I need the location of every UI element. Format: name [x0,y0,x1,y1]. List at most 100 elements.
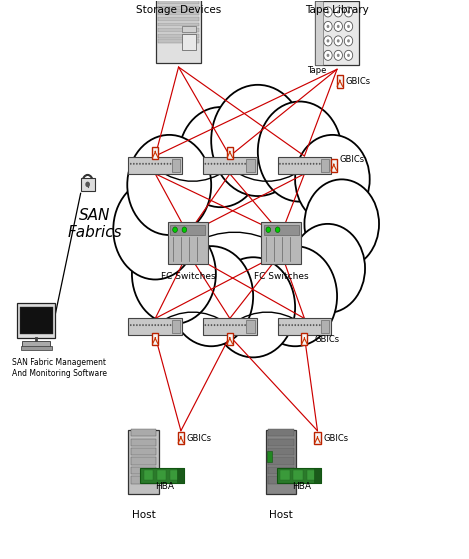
Circle shape [303,163,305,165]
Circle shape [182,227,187,233]
Circle shape [130,324,132,326]
Circle shape [166,324,168,326]
Circle shape [250,163,252,165]
Circle shape [304,179,379,268]
Circle shape [326,54,329,57]
FancyBboxPatch shape [157,470,166,480]
Circle shape [226,163,227,165]
Circle shape [324,36,332,46]
Circle shape [238,163,240,165]
Circle shape [160,163,162,165]
Circle shape [303,324,305,326]
Circle shape [133,324,135,326]
Circle shape [297,163,299,165]
FancyBboxPatch shape [131,448,156,455]
Circle shape [214,324,215,326]
FancyBboxPatch shape [267,451,272,462]
Circle shape [324,163,327,168]
FancyBboxPatch shape [246,320,255,334]
Circle shape [148,163,150,165]
FancyBboxPatch shape [158,22,199,26]
FancyBboxPatch shape [158,6,199,10]
Circle shape [301,163,302,165]
Circle shape [326,39,329,42]
Circle shape [291,324,293,326]
Circle shape [337,39,340,42]
Circle shape [170,324,171,326]
Circle shape [142,163,144,165]
Circle shape [301,324,302,326]
FancyBboxPatch shape [23,341,50,347]
Circle shape [250,324,252,326]
Circle shape [214,163,215,165]
FancyBboxPatch shape [131,439,156,446]
Circle shape [223,163,225,165]
Circle shape [279,163,281,165]
Circle shape [176,163,177,165]
Circle shape [247,324,249,326]
Text: Host: Host [132,510,155,520]
Circle shape [307,324,308,326]
Text: GBICs: GBICs [187,434,212,443]
Circle shape [229,163,231,165]
Circle shape [229,324,231,326]
Circle shape [282,163,284,165]
Circle shape [319,163,321,165]
FancyBboxPatch shape [261,222,301,264]
Circle shape [160,324,162,326]
Circle shape [241,163,243,165]
FancyBboxPatch shape [264,225,299,235]
Circle shape [226,324,227,326]
FancyBboxPatch shape [278,319,331,335]
FancyBboxPatch shape [331,159,337,172]
Circle shape [313,163,314,165]
FancyBboxPatch shape [246,159,255,172]
Circle shape [253,246,337,346]
FancyBboxPatch shape [131,476,156,484]
Circle shape [337,54,340,57]
Circle shape [235,163,237,165]
FancyBboxPatch shape [302,333,308,345]
FancyBboxPatch shape [227,146,233,159]
Circle shape [347,54,350,57]
FancyBboxPatch shape [168,222,208,264]
FancyBboxPatch shape [129,319,182,335]
FancyBboxPatch shape [307,470,316,480]
Circle shape [151,163,153,165]
Circle shape [247,163,249,165]
Circle shape [130,163,132,165]
Circle shape [208,324,209,326]
FancyBboxPatch shape [158,0,199,4]
Circle shape [241,324,243,326]
FancyBboxPatch shape [81,178,95,191]
FancyBboxPatch shape [315,1,323,65]
FancyBboxPatch shape [158,34,199,37]
Circle shape [211,85,304,196]
Circle shape [238,324,240,326]
FancyBboxPatch shape [182,34,196,50]
Circle shape [142,324,144,326]
Circle shape [176,324,177,326]
Circle shape [291,163,293,165]
Circle shape [297,324,299,326]
Circle shape [151,324,153,326]
Circle shape [325,324,327,326]
Circle shape [279,324,281,326]
Circle shape [322,324,324,326]
Circle shape [344,21,353,31]
FancyBboxPatch shape [268,467,294,474]
FancyBboxPatch shape [22,346,52,350]
FancyBboxPatch shape [315,1,359,65]
FancyBboxPatch shape [152,333,158,345]
FancyBboxPatch shape [280,470,290,480]
Circle shape [173,163,174,165]
Circle shape [139,163,141,165]
FancyBboxPatch shape [178,432,184,444]
FancyBboxPatch shape [203,319,257,335]
Circle shape [148,324,150,326]
Circle shape [220,163,221,165]
Circle shape [324,50,332,60]
Circle shape [169,246,253,346]
Circle shape [170,163,171,165]
Circle shape [319,324,321,326]
